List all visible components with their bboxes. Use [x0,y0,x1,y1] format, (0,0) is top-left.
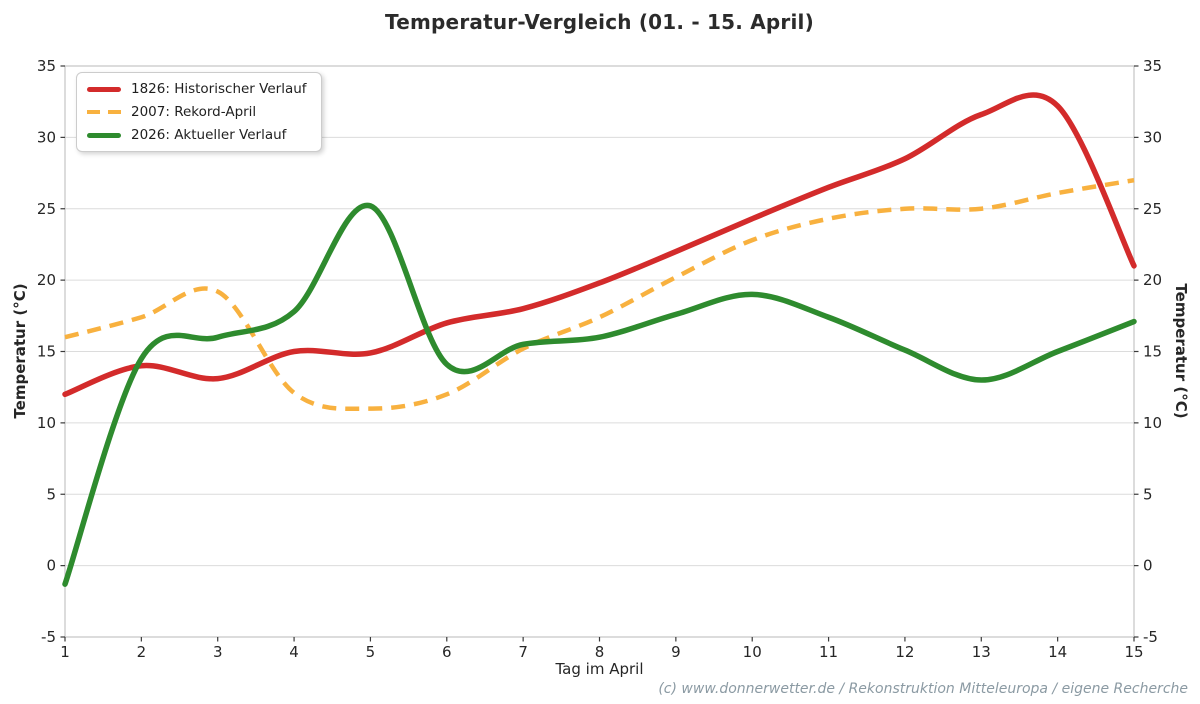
y-tick-label-left: 15 [37,343,56,361]
page-title: Temperatur-Vergleich (01. - 15. April) [385,10,814,34]
x-tick-label: 6 [442,643,452,661]
legend-label: 2007: Rekord-April [131,104,257,120]
footer-credit: (c) www.donnerwetter.de / Rekonstruktion… [658,681,1188,697]
x-tick-label: 7 [518,643,528,661]
y-tick-label-right: 20 [1143,271,1162,289]
y-tick-label-right: 5 [1143,485,1153,503]
legend: 1826: Historischer Verlauf 2007: Rekord-A… [76,72,322,152]
x-tick-label: 3 [213,643,223,661]
y-tick-label-right: -5 [1143,628,1158,646]
x-tick-label: 14 [1048,643,1067,661]
y-tick-label-right: 25 [1143,200,1162,218]
x-axis-label: Tag im April [555,660,644,678]
legend-swatch-solid-line [87,86,121,92]
x-tick-label: 5 [366,643,376,661]
y-axis-label-right: Temperatur (°C) [1172,283,1190,419]
legend-item: 2007: Rekord-April [87,104,307,120]
y-tick-label-left: 30 [37,128,56,146]
y-tick-label-right: 30 [1143,128,1162,146]
y-tick-label-left: 35 [37,57,56,75]
x-tick-label: 11 [819,643,838,661]
legend-swatch-solid-line [87,132,121,138]
series-line-1 [64,177,1135,412]
legend-item: 2026: Aktueller Verlauf [87,127,307,143]
y-tick-label-right: 15 [1143,343,1162,361]
y-tick-label-left: 10 [37,414,56,432]
y-tick-label-right: 35 [1143,57,1162,75]
y-tick-label-left: 20 [37,271,56,289]
x-tick-label: 9 [671,643,681,661]
y-tick-label-left: 0 [46,557,56,575]
series-line-2 [62,202,1137,587]
x-tick-label: 8 [595,643,605,661]
x-tick-label: 2 [137,643,147,661]
x-tick-label: 13 [972,643,991,661]
legend-label: 2026: Aktueller Verlauf [131,127,287,143]
x-tick-label: 12 [895,643,914,661]
y-tick-label-right: 0 [1143,557,1153,575]
x-tick-label: 1 [60,643,70,661]
x-tick-label: 10 [743,643,762,661]
y-tick-label-left: 25 [37,200,56,218]
y-tick-label-left: -5 [41,628,56,646]
legend-swatch-dashed-line [87,109,121,115]
x-tick-label: 4 [289,643,299,661]
y-axis-label-left: Temperatur (°C) [11,283,29,419]
x-tick-label: 15 [1124,643,1143,661]
y-tick-label-left: 5 [46,485,56,503]
series-line-0 [62,92,1137,398]
legend-item: 1826: Historischer Verlauf [87,81,307,97]
legend-label: 1826: Historischer Verlauf [131,81,307,97]
y-tick-label-right: 10 [1143,414,1162,432]
